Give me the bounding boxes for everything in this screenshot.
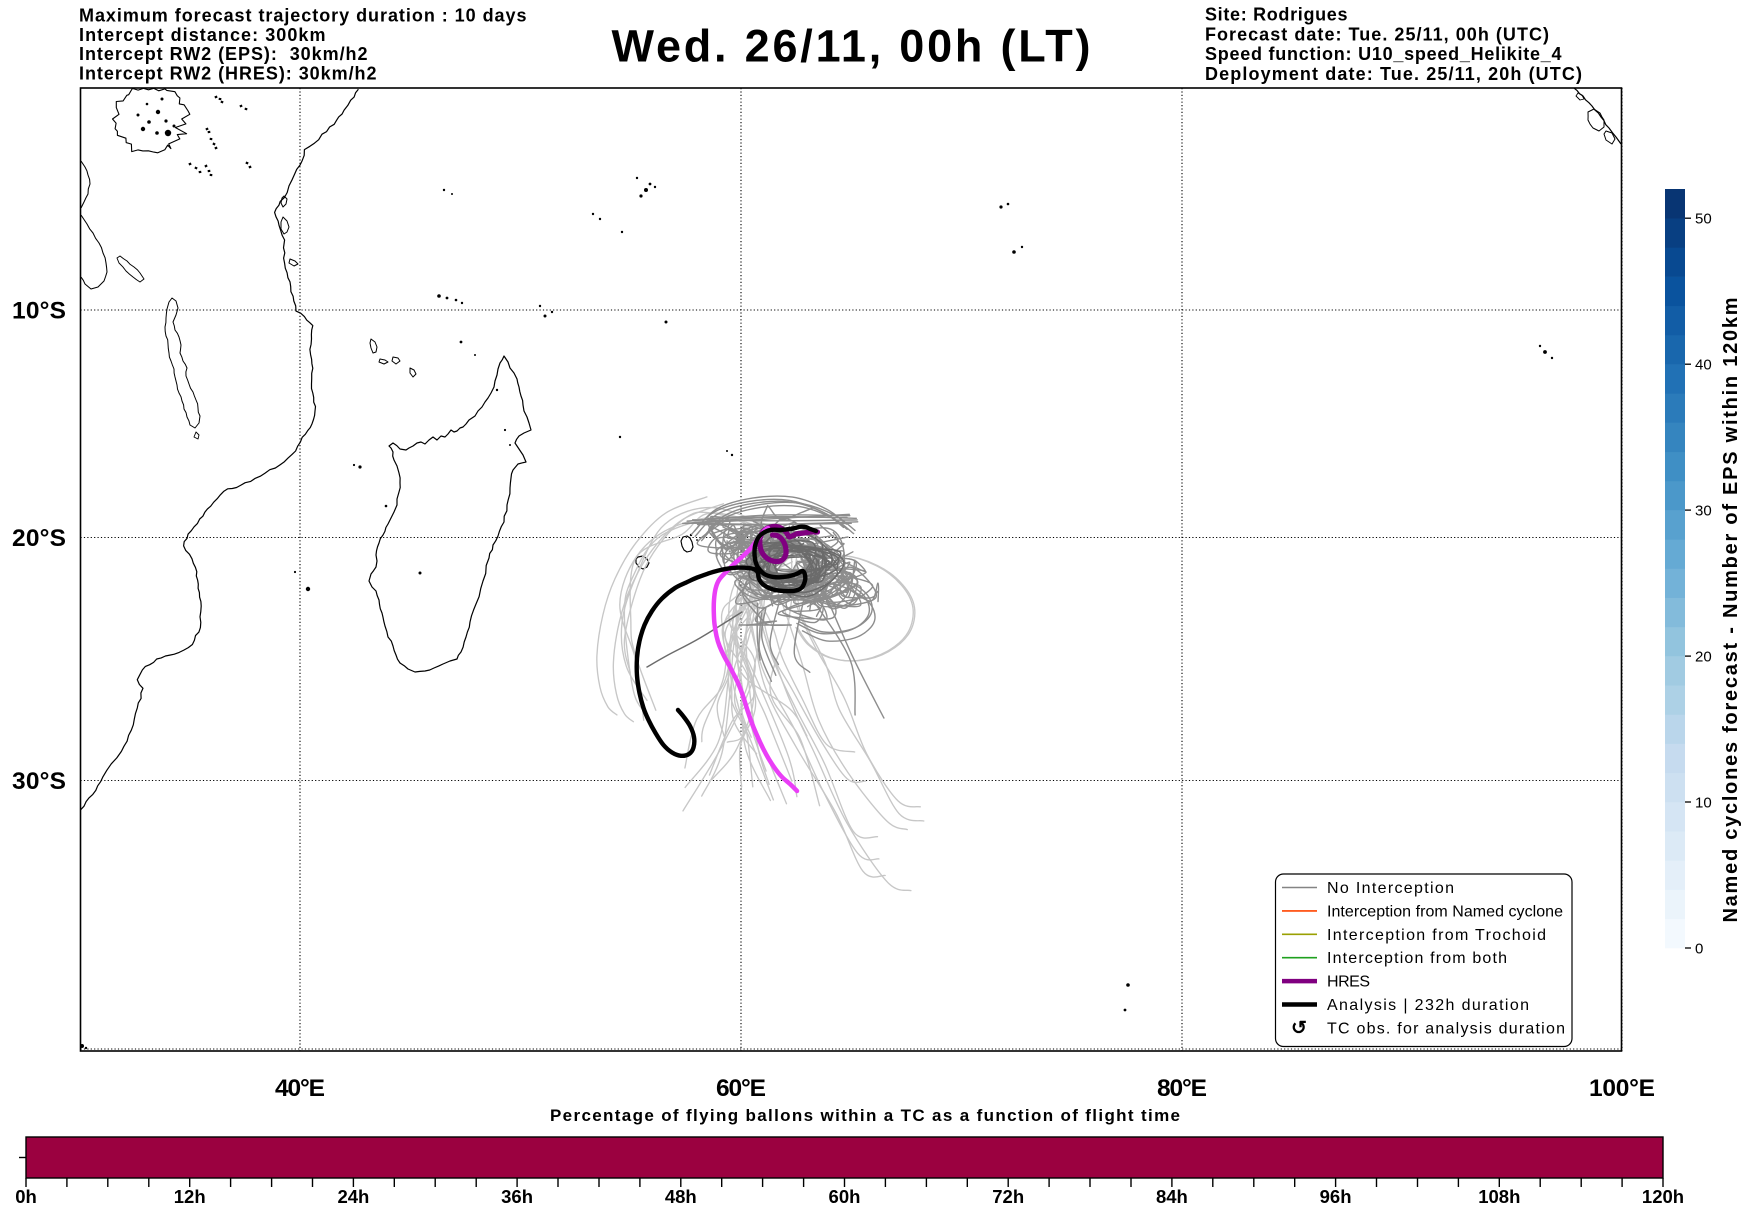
svg-text:72h: 72h: [992, 1186, 1024, 1207]
svg-text:Maximum forecast trajectory du: Maximum forecast trajectory duration : 1…: [79, 6, 527, 26]
svg-text:10: 10: [1695, 795, 1712, 812]
svg-text:Deployment date: Tue. 25/11, 2: Deployment date: Tue. 25/11, 20h (UTC): [1205, 64, 1582, 84]
svg-text:30°S: 30°S: [12, 768, 66, 795]
svg-text:↺: ↺: [1291, 1018, 1307, 1039]
svg-text:40: 40: [1695, 357, 1712, 374]
svg-text:TC obs. for analysis duration: TC obs. for analysis duration: [1327, 1020, 1565, 1037]
svg-text:36h: 36h: [501, 1186, 533, 1207]
svg-text:Intercept RW2 (HRES): 30km/h2: Intercept RW2 (HRES): 30km/h2: [79, 63, 377, 83]
svg-text:Forecast date: Tue. 25/11, 00h: Forecast date: Tue. 25/11, 00h (UTC): [1205, 24, 1549, 44]
svg-text:120h: 120h: [1642, 1186, 1684, 1207]
svg-text:20: 20: [1695, 649, 1712, 666]
svg-text:Intercept distance: 300km: Intercept distance: 300km: [79, 25, 326, 45]
svg-text:48h: 48h: [665, 1186, 697, 1207]
svg-text:100°E: 100°E: [1589, 1075, 1655, 1102]
svg-text:Interception from both: Interception from both: [1327, 950, 1507, 967]
svg-text:30: 30: [1695, 503, 1712, 520]
svg-text:0h: 0h: [15, 1186, 37, 1207]
svg-text:No Interception: No Interception: [1327, 880, 1454, 897]
svg-text:Interception from Trochoid: Interception from Trochoid: [1327, 927, 1546, 944]
svg-text:Named cyclones forecast - Numb: Named cyclones forecast - Number of EPS …: [1720, 298, 1742, 923]
svg-text:Percentage of flying ballons w: Percentage of flying ballons within a TC…: [550, 1106, 1180, 1125]
svg-text:40°E: 40°E: [275, 1075, 325, 1102]
svg-text:96h: 96h: [1320, 1186, 1352, 1207]
svg-text:Interception from Named cyclon: Interception from Named cyclone: [1327, 903, 1563, 920]
svg-text:Site: Rodrigues: Site: Rodrigues: [1205, 5, 1348, 25]
svg-text:84h: 84h: [1156, 1186, 1188, 1207]
svg-text:60°E: 60°E: [716, 1075, 766, 1102]
svg-text:HRES: HRES: [1327, 974, 1370, 991]
svg-text:12h: 12h: [174, 1186, 206, 1207]
svg-text:80°E: 80°E: [1157, 1075, 1207, 1102]
svg-text:50: 50: [1695, 211, 1712, 228]
svg-text:60h: 60h: [829, 1186, 861, 1207]
svg-text:Wed. 26/11, 00h (LT): Wed. 26/11, 00h (LT): [612, 21, 1091, 72]
svg-text:Speed function: U10_speed_Heli: Speed function: U10_speed_Helikite_4: [1205, 44, 1562, 64]
svg-text:10°S: 10°S: [12, 298, 66, 325]
svg-text:20°S: 20°S: [12, 525, 66, 552]
svg-text:Intercept RW2 (EPS): 30km/h2: Intercept RW2 (EPS): 30km/h2: [79, 44, 368, 64]
svg-text:108h: 108h: [1478, 1186, 1520, 1207]
svg-text:0: 0: [1695, 941, 1703, 958]
svg-text:Analysis | 232h duration: Analysis | 232h duration: [1327, 997, 1529, 1014]
svg-text:24h: 24h: [337, 1186, 369, 1207]
